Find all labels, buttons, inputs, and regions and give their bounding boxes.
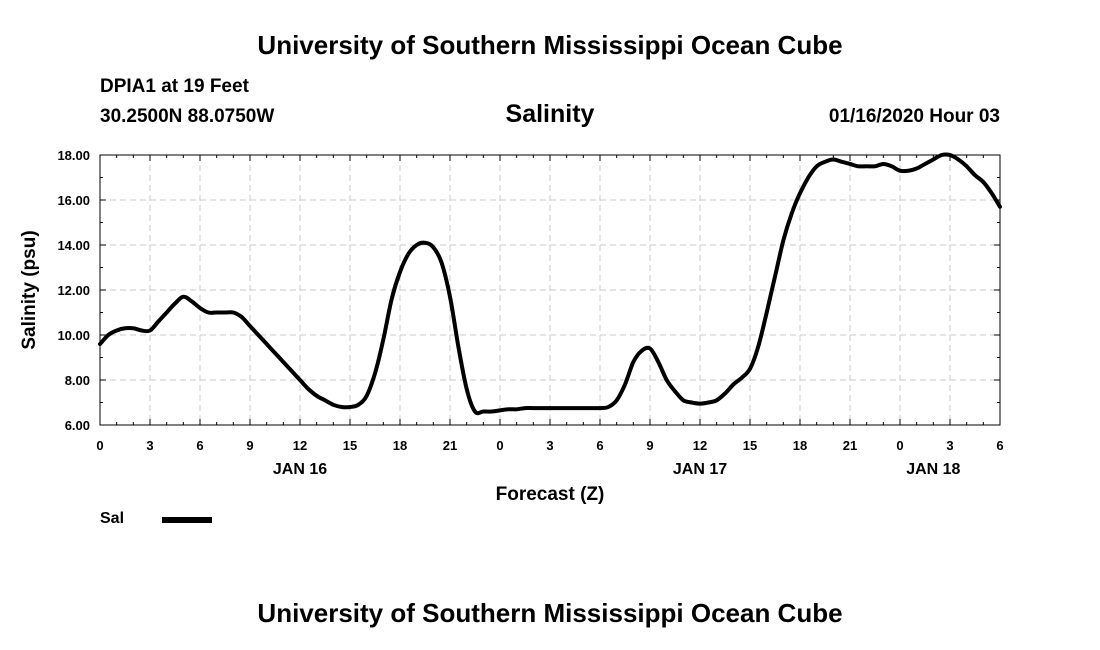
y-tick-label: 8.00 [65, 373, 90, 388]
x-tick-label: 18 [393, 438, 407, 453]
date-label: JAN 16 [273, 461, 327, 478]
x-tick-label: 6 [996, 438, 1003, 453]
date-label: JAN 18 [906, 461, 960, 478]
bottom-title: University of Southern Mississippi Ocean… [0, 598, 1100, 629]
x-tick-label: 0 [96, 438, 103, 453]
x-tick-label: 0 [496, 438, 503, 453]
x-tick-label: 0 [896, 438, 903, 453]
series-layer [100, 154, 1000, 413]
x-tick-label: 3 [146, 438, 153, 453]
y-tick-label: 14.00 [57, 238, 90, 253]
x-tick-label: 21 [843, 438, 857, 453]
y-axis-label: Salinity (psu) [19, 230, 40, 349]
x-tick-label: 9 [246, 438, 253, 453]
x-axis-label: Forecast (Z) [496, 484, 605, 505]
y-tick-label: 10.00 [57, 328, 90, 343]
x-tick-label: 3 [546, 438, 553, 453]
series-line-sal [100, 154, 1000, 413]
x-tick-label: 6 [196, 438, 203, 453]
x-tick-label: 12 [693, 438, 707, 453]
y-tick-label: 16.00 [57, 193, 90, 208]
x-tick-label: 6 [596, 438, 603, 453]
salinity-chart: 0 3 6 9 12 15 18 21 0 3 6 9 12 15 18 21 0 3 6 6.00 8.00 10.00… [0, 0, 1100, 650]
grid-layer [100, 155, 1000, 425]
y-tick-label: 12.00 [57, 283, 90, 298]
label-layer: 0 3 6 9 12 15 18 21 0 3 6 9 12 15 18 21 0 3 6 6.00 8.00 10.00… [57, 148, 1003, 478]
x-tick-label: 9 [646, 438, 653, 453]
x-tick-label: 15 [743, 438, 757, 453]
legend-swatch [162, 517, 212, 523]
legend-label: Sal [100, 510, 124, 528]
x-tick-label: 15 [343, 438, 357, 453]
y-tick-label: 6.00 [65, 418, 90, 433]
x-tick-label: 21 [443, 438, 457, 453]
date-label: JAN 17 [673, 461, 727, 478]
y-tick-label: 18.00 [57, 148, 90, 163]
x-tick-label: 18 [793, 438, 807, 453]
x-tick-label: 3 [946, 438, 953, 453]
x-tick-label: 12 [293, 438, 307, 453]
